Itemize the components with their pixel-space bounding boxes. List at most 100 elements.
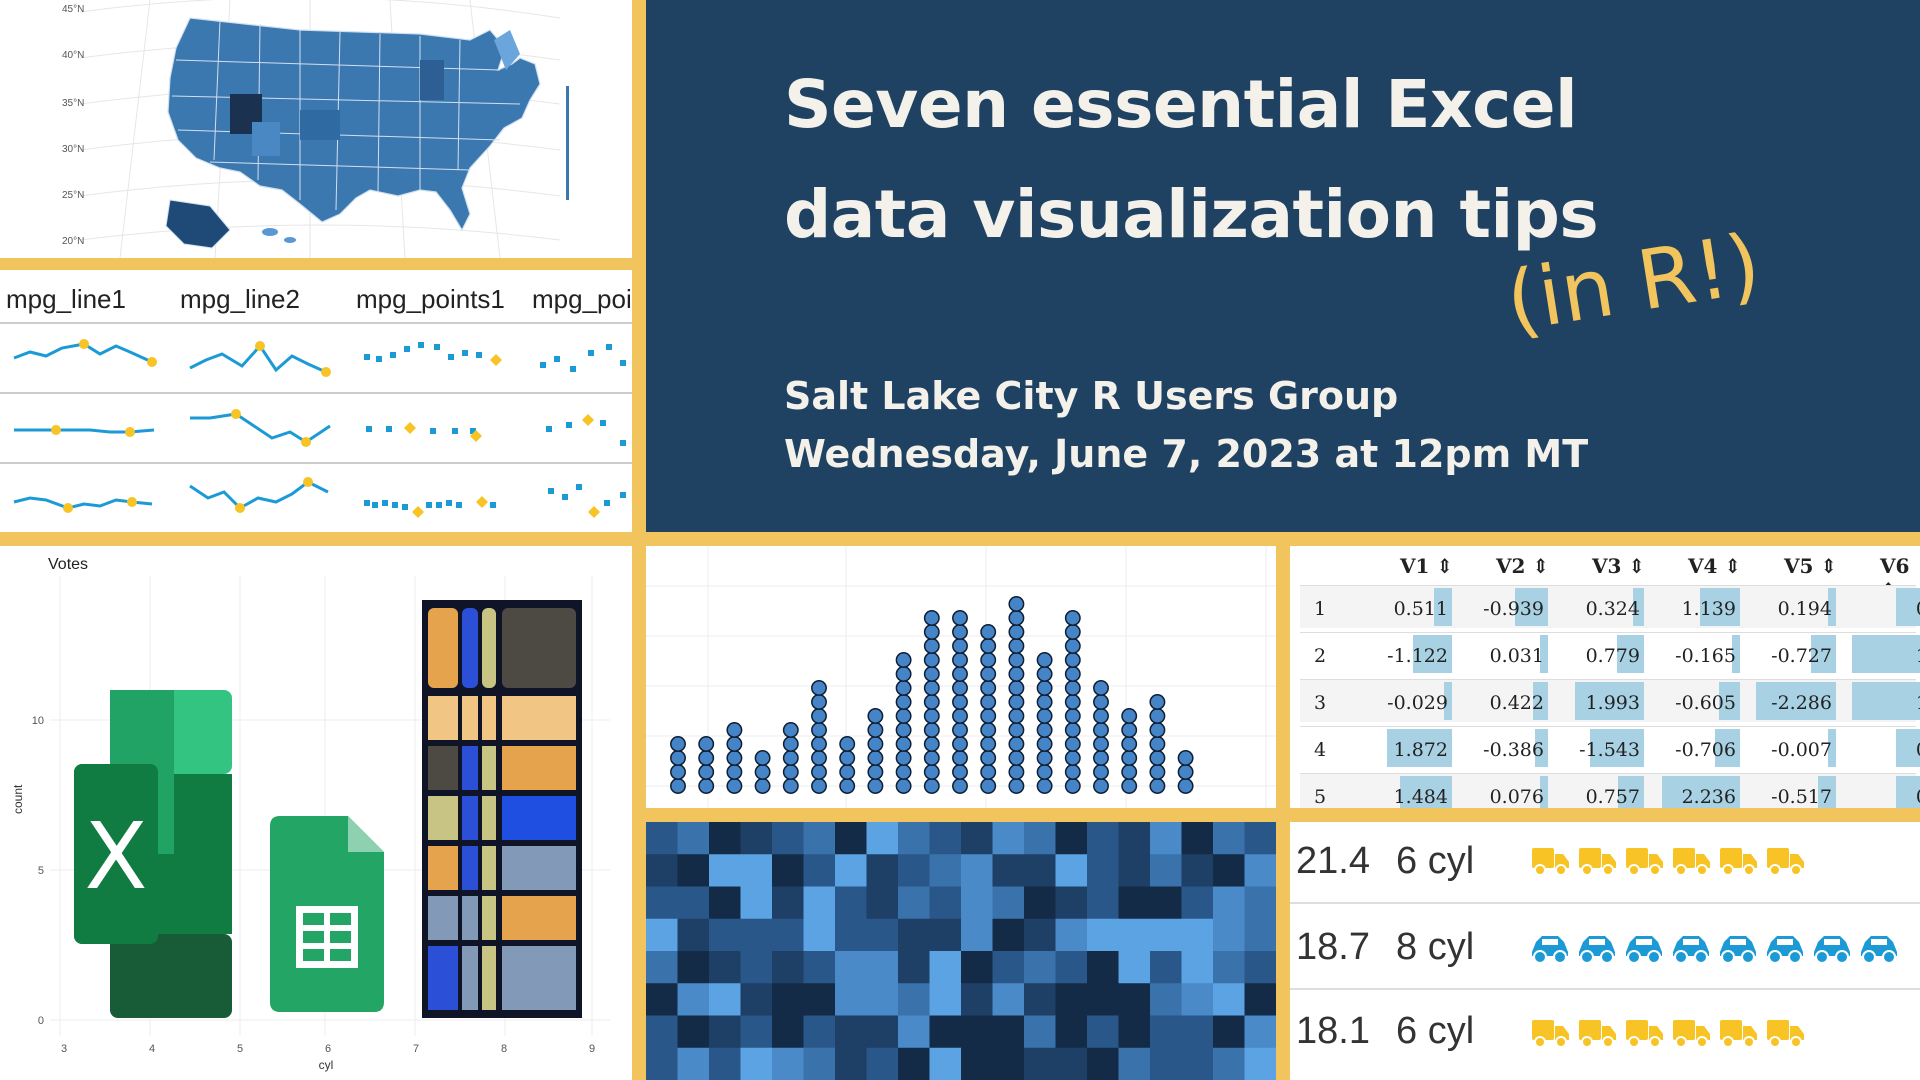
car-icon bbox=[1626, 936, 1662, 964]
dot-mark bbox=[811, 778, 827, 794]
heatmap-cell bbox=[1150, 854, 1182, 887]
heatmap-cell bbox=[1087, 886, 1119, 920]
sparkline-column-header: mpg_line2 bbox=[180, 284, 300, 314]
table-cell: 0.194 bbox=[1777, 598, 1832, 620]
mpg-value: 18.7 bbox=[1296, 926, 1370, 968]
table-value-bar bbox=[1715, 729, 1740, 767]
dot-mark bbox=[1036, 680, 1053, 696]
cyl-value: 8 cyl bbox=[1396, 926, 1475, 968]
dot-mark bbox=[1064, 722, 1081, 738]
heatmap-cell bbox=[772, 886, 804, 920]
sparkline-marker bbox=[321, 367, 331, 377]
table-column-header[interactable]: V2 ⇕ bbox=[1496, 554, 1550, 578]
table-value-bar bbox=[1818, 776, 1836, 808]
heatmap-cell bbox=[1024, 918, 1056, 952]
sparkline-marker bbox=[51, 425, 61, 435]
x-tick-label: 8 bbox=[501, 1043, 507, 1055]
heatmap-cell bbox=[898, 886, 930, 920]
dot-mark bbox=[952, 638, 968, 654]
state-fill bbox=[494, 30, 520, 70]
table-value-bar bbox=[1828, 588, 1836, 626]
title-line-2: data visualization tips bbox=[784, 176, 1599, 253]
table-column-header[interactable]: V5 ⇕ bbox=[1784, 554, 1838, 578]
dot-mark bbox=[1036, 694, 1053, 710]
car-icon bbox=[1861, 936, 1897, 964]
sparkline-marker bbox=[127, 497, 137, 507]
dot-mark bbox=[1121, 764, 1138, 780]
heatmap-cell bbox=[929, 1015, 962, 1049]
heatmap-cell bbox=[992, 1015, 1025, 1049]
heatmap-cell bbox=[992, 822, 1025, 855]
dot-mark bbox=[839, 764, 856, 780]
car-icon bbox=[1579, 936, 1615, 964]
heatmap-cell bbox=[1181, 1015, 1214, 1049]
dot-mark bbox=[980, 666, 997, 682]
sparkline-marker bbox=[404, 422, 416, 434]
dot-mark bbox=[1008, 610, 1025, 626]
heatmap-cell bbox=[740, 1015, 773, 1049]
car-icon bbox=[1720, 936, 1756, 964]
dot-mark bbox=[1177, 764, 1194, 780]
dot-mark bbox=[895, 778, 912, 794]
dot-mark bbox=[1149, 708, 1166, 724]
heatmap-cell bbox=[677, 983, 710, 1016]
table-value-bar bbox=[1852, 635, 1920, 673]
heatmap-cell bbox=[835, 983, 867, 1016]
table-column-header[interactable]: V3 ⇕ bbox=[1592, 554, 1646, 578]
table-column-header[interactable]: V4 ⇕ bbox=[1688, 554, 1742, 578]
table-column-header[interactable]: V1 ⇕ bbox=[1400, 554, 1454, 578]
heatmap-cell bbox=[1087, 1015, 1119, 1049]
heatmap-cell bbox=[803, 822, 836, 855]
x-tick-label: 5 bbox=[237, 1043, 243, 1055]
heatmap-cell bbox=[803, 918, 836, 952]
heatmap-cell bbox=[1150, 886, 1182, 920]
truck-icon bbox=[1579, 848, 1616, 876]
dot-mark bbox=[1064, 764, 1081, 780]
table-cell: 0.511 bbox=[1393, 598, 1448, 620]
dot-mark bbox=[1121, 722, 1138, 738]
dot-mark bbox=[980, 624, 997, 640]
dot-mark bbox=[895, 722, 912, 738]
title-panel: Seven essential Excel data visualization… bbox=[646, 0, 1920, 532]
table-cell: -0.029 bbox=[1387, 692, 1448, 714]
heatmap-cell bbox=[961, 983, 993, 1016]
heatmap-cell bbox=[898, 918, 930, 952]
icon-row-divider bbox=[1290, 902, 1920, 904]
sparkline-marker bbox=[255, 341, 265, 351]
sparkline-marker bbox=[125, 427, 135, 437]
heatmap-cell bbox=[835, 1015, 867, 1049]
sparkline-marker bbox=[412, 506, 424, 518]
dot-mark bbox=[867, 722, 884, 738]
truck-icon bbox=[1532, 848, 1569, 876]
heatmap-cell bbox=[992, 918, 1025, 952]
heatmap-cell bbox=[1087, 983, 1119, 1016]
us-choropleth-map: 45°N 40°N 35°N 30°N 25°N 20°N bbox=[62, 0, 569, 258]
dot-mark bbox=[698, 750, 715, 766]
table-value-bar bbox=[1756, 682, 1836, 720]
dot-mark bbox=[1149, 694, 1166, 710]
dot-mark bbox=[1008, 652, 1025, 668]
heatmap-cell bbox=[866, 983, 899, 1016]
data-table-panel: V1 ⇕V2 ⇕V3 ⇕V4 ⇕V5 ⇕V6 ⇕10.511-0.9390.32… bbox=[1290, 546, 1920, 808]
dot-mark bbox=[980, 694, 997, 710]
heatmap-cell bbox=[772, 951, 804, 984]
heatmap-cell bbox=[646, 1047, 678, 1080]
heatmap-cell bbox=[740, 951, 773, 984]
table-row-divider bbox=[1300, 632, 1916, 633]
sparkline-marker bbox=[63, 503, 73, 513]
dot-mark bbox=[923, 624, 940, 640]
heatmap-cell bbox=[1181, 951, 1214, 984]
heatmap-cell bbox=[898, 854, 930, 887]
heatmap-cell bbox=[929, 822, 962, 855]
dot-mark bbox=[670, 764, 686, 780]
heatmap-cell bbox=[646, 918, 678, 952]
heatmap-cell bbox=[803, 951, 836, 984]
dot-mark bbox=[1149, 778, 1166, 794]
heatmap-cell bbox=[992, 951, 1025, 984]
heatmap-cell bbox=[646, 983, 678, 1016]
heatmap-cell bbox=[772, 822, 804, 855]
sparkline bbox=[189, 480, 329, 510]
dot-mark bbox=[670, 778, 686, 794]
dot-mark bbox=[923, 666, 940, 682]
heatmap-cell bbox=[1024, 854, 1056, 887]
